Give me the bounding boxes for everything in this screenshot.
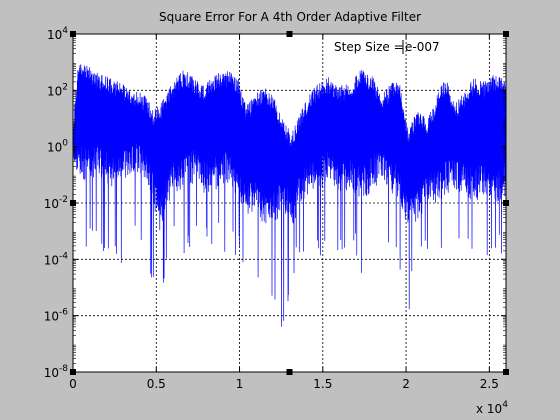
step-size-annotation: Step Size = e-007 xyxy=(334,40,440,54)
selection-handle[interactable] xyxy=(286,369,293,375)
selection-handle[interactable] xyxy=(286,31,293,37)
x-tick-label: 0.5 xyxy=(147,377,166,391)
x-exponent-power: 4 xyxy=(502,400,508,410)
x-tick-labels: 0 0.5 1 1.5 2 2.5 xyxy=(69,377,499,391)
x-tick-label: 1.5 xyxy=(313,377,332,391)
square-error-line xyxy=(73,64,506,327)
selection-handle[interactable] xyxy=(503,31,509,37)
selection-handle[interactable] xyxy=(70,369,76,375)
x-tick-label: 1 xyxy=(236,377,244,391)
x-exponent-label: x 104 xyxy=(476,400,508,416)
y-tick-label: 10-2 xyxy=(44,195,68,211)
x-exponent-base: x 10 xyxy=(476,402,502,416)
y-tick-label: 10-4 xyxy=(44,251,69,267)
y-tick-label: 100 xyxy=(47,139,68,155)
step-size-label: Step Size = xyxy=(334,40,407,54)
y-tick-label: 10-8 xyxy=(44,364,69,380)
selection-handle[interactable] xyxy=(70,31,76,37)
selection-handles xyxy=(70,31,509,375)
plot-axes[interactable] xyxy=(70,31,509,375)
y-tick-label: 10-6 xyxy=(44,308,69,324)
selection-handle[interactable] xyxy=(70,200,76,206)
step-size-value: e-007 xyxy=(405,40,440,54)
y-tick-label: 104 xyxy=(47,26,68,42)
chart-title: Square Error For A 4th Order Adaptive Fi… xyxy=(159,10,421,24)
x-tick-label: 2 xyxy=(402,377,410,391)
x-tick-label: 0 xyxy=(69,377,77,391)
y-tick-labels: 10-8 10-6 10-4 10-2 100 102 104 xyxy=(44,26,69,380)
selection-handle[interactable] xyxy=(503,200,509,206)
selection-handle[interactable] xyxy=(503,369,509,375)
data-series xyxy=(73,64,506,327)
y-tick-label: 102 xyxy=(47,82,68,98)
x-tick-label: 2.5 xyxy=(480,377,499,391)
